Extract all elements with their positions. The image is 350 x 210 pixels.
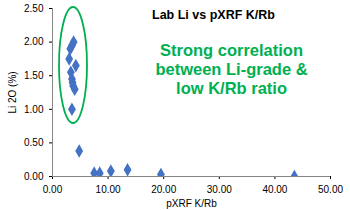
svg-text:20.00: 20.00 [151,184,176,195]
svg-text:1.50: 1.50 [24,70,44,81]
svg-text:30.00: 30.00 [207,184,232,195]
svg-text:2.50: 2.50 [24,3,44,14]
svg-text:10.00: 10.00 [96,184,121,195]
svg-text:50.00: 50.00 [318,184,343,195]
svg-text:1.00: 1.00 [24,104,44,115]
svg-text:Lab Li vs pXRF K/Rb: Lab Li vs pXRF K/Rb [152,8,275,22]
svg-text:0.00: 0.00 [24,171,44,182]
svg-text:2.00: 2.00 [24,36,44,47]
svg-text:0.50: 0.50 [24,137,44,148]
svg-text:pXRF K/Rb: pXRF K/Rb [166,198,217,209]
svg-text:0.00: 0.00 [43,184,63,195]
svg-text:Strong correlationbetween Li-g: Strong correlationbetween Li-grade &low … [155,41,307,97]
svg-text:Li 2O (%): Li 2O (%) [7,71,18,113]
svg-text:40.00: 40.00 [262,184,287,195]
